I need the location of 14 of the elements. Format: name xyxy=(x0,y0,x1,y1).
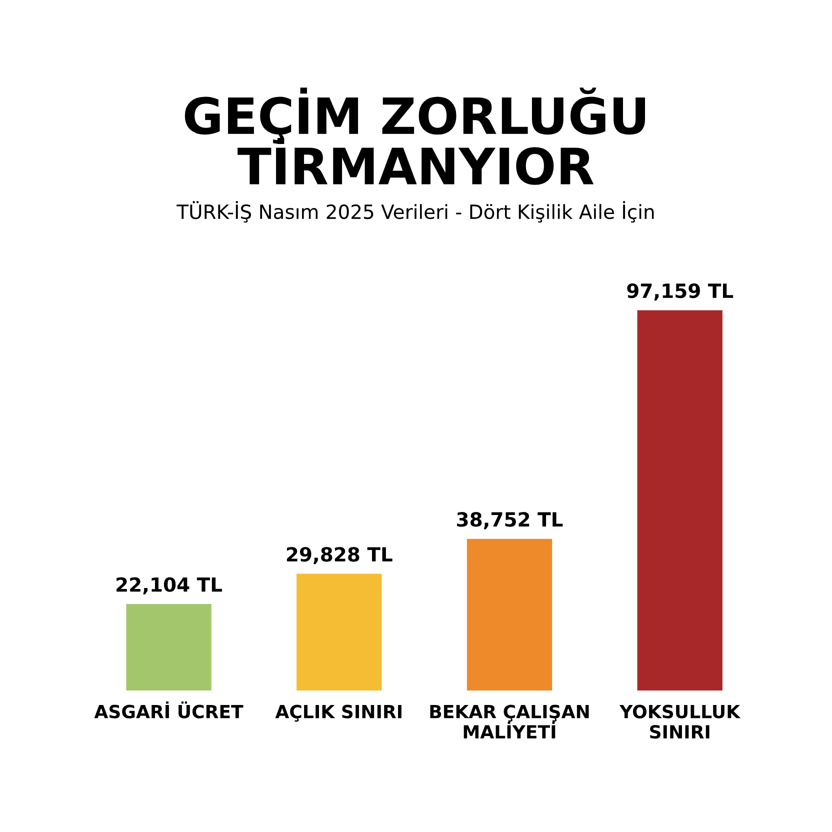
bar xyxy=(466,538,552,691)
chart-subtitle: TÜRK-İŞ Nasım 2025 Verileri - Dört Kişilik Aile İçin xyxy=(176,201,654,223)
x-tick-label: AÇLIK SINIRI xyxy=(275,704,402,722)
x-tick-label: YOKSULLUK SINIRI xyxy=(619,704,741,739)
bar xyxy=(637,310,722,691)
chart-title: GEÇİM ZORLUĞU TİRMANYIOR xyxy=(184,88,646,185)
data-label: 22,104 TL xyxy=(116,577,222,594)
bar xyxy=(296,574,382,691)
data-label: 29,828 TL xyxy=(286,546,392,564)
data-label: 97,159 TL xyxy=(627,283,734,301)
x-tick-label: BEKAR ÇALIŞAN MALİYETİ xyxy=(430,704,589,738)
data-label: 38,752 TL xyxy=(457,512,563,530)
x-tick-label: ASGARİ ÜCRET xyxy=(94,701,244,718)
bar xyxy=(126,604,212,691)
